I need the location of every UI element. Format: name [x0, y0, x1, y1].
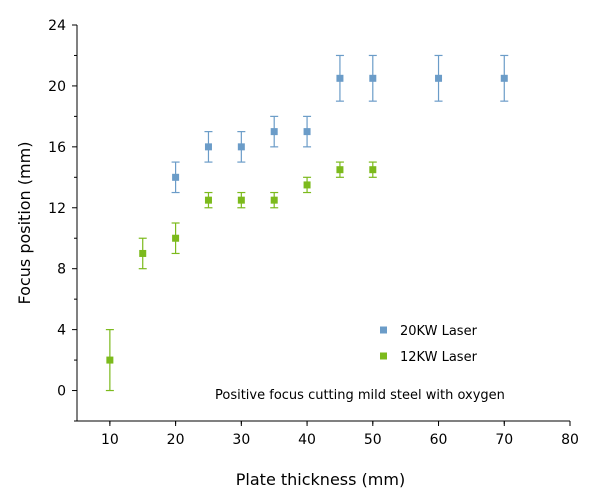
- data-point: [204, 143, 212, 151]
- x-tick-label: 30: [232, 432, 250, 448]
- x-tick-label: 80: [561, 432, 579, 448]
- legend-label-20kw: 20KW Laser: [400, 324, 478, 339]
- y-axis-ticks: 0 4 8 12 16 20 24: [48, 18, 77, 422]
- x-axis-title: Plate thickness (mm): [236, 470, 405, 489]
- y-tick-label: 12: [48, 201, 66, 217]
- data-point: [204, 196, 212, 204]
- y-tick-label: 0: [57, 384, 66, 400]
- x-tick-label: 10: [101, 432, 119, 448]
- legend: 20KW Laser 12KW Laser: [380, 324, 478, 365]
- x-tick-label: 60: [430, 432, 448, 448]
- data-point: [139, 249, 147, 257]
- data-point: [435, 74, 443, 82]
- series-1: [105, 161, 377, 392]
- legend-label-12kw: 12KW Laser: [400, 350, 478, 365]
- x-tick-label: 70: [495, 432, 513, 448]
- y-tick-label: 4: [57, 323, 66, 339]
- data-point: [172, 173, 180, 181]
- data-point: [270, 128, 278, 136]
- series-layer: [105, 54, 509, 392]
- data-point: [336, 166, 344, 174]
- data-point: [270, 196, 278, 204]
- x-tick-label: 40: [298, 432, 316, 448]
- data-point: [369, 166, 377, 174]
- data-point: [172, 234, 180, 242]
- x-axis-ticks: 10 20 30 40 50 60 70 80: [101, 421, 579, 448]
- data-point: [237, 143, 245, 151]
- y-tick-label: 20: [48, 79, 66, 95]
- plot-frame: [76, 25, 570, 422]
- data-point: [369, 74, 377, 82]
- data-point: [106, 356, 114, 364]
- data-point: [336, 74, 344, 82]
- y-tick-label: 24: [48, 18, 66, 34]
- y-axis-title: Focus position (mm): [15, 142, 34, 305]
- data-point: [303, 181, 311, 189]
- legend-swatch-20kw: [380, 326, 387, 334]
- chart-annotation: Positive focus cutting mild steel with o…: [215, 388, 505, 403]
- data-point: [303, 128, 311, 136]
- y-tick-label: 16: [48, 140, 66, 156]
- data-point: [237, 196, 245, 204]
- x-tick-label: 20: [167, 432, 185, 448]
- series-0: [171, 54, 509, 194]
- y-tick-label: 8: [57, 262, 66, 278]
- x-tick-label: 50: [364, 432, 382, 448]
- legend-swatch-12kw: [380, 352, 387, 360]
- data-point: [500, 74, 508, 82]
